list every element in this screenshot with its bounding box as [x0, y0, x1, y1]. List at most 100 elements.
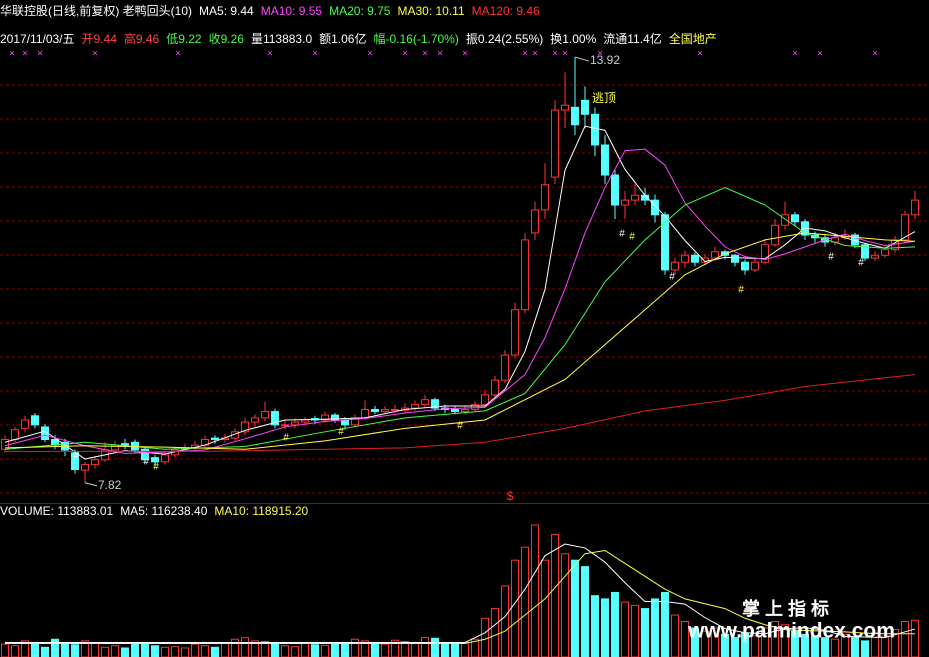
- candle-body: [561, 104, 569, 111]
- volume-bar: [431, 637, 439, 657]
- volume-bar: [861, 640, 869, 657]
- candle-body: [661, 214, 669, 271]
- candle-body: [901, 214, 909, 241]
- candle-body: [531, 209, 539, 234]
- buy-mark: #: [143, 457, 149, 468]
- volume-line: VOLUME: 113883.01 MA5: 116238.40 MA10: 118…: [0, 504, 309, 518]
- title-item: MA30: 10.11: [397, 4, 464, 18]
- volume-bar: [571, 559, 579, 657]
- candle-body: [141, 448, 149, 461]
- buy-mark: #: [619, 229, 625, 240]
- sell-mark: ×: [9, 49, 15, 60]
- candle-body: [451, 408, 459, 413]
- candle-body: [491, 379, 499, 396]
- volume-ma-line: [5, 543, 916, 643]
- sell-mark: ×: [697, 49, 703, 60]
- candle-body: [581, 99, 589, 115]
- ma-line: [4, 232, 916, 450]
- volume-bar: [451, 643, 459, 657]
- candle-body: [521, 239, 529, 311]
- candle-body: [271, 411, 279, 426]
- volume-bar: [361, 640, 369, 657]
- title-item: MA20: 9.75: [329, 4, 391, 18]
- volume-bar: [521, 546, 529, 657]
- sell-mark: ×: [37, 49, 43, 60]
- candle-body: [651, 199, 659, 216]
- info-item: 额1.06亿: [319, 31, 366, 46]
- candle-body: [671, 261, 679, 271]
- volume-bar: [471, 638, 479, 657]
- volume-bar: [771, 621, 779, 657]
- title-item: 华联控股(日线,前复权) 老鸭回头(10): [0, 3, 192, 18]
- volume-bar: [491, 608, 499, 657]
- volume-bar: [241, 637, 249, 657]
- volume-bar: [91, 642, 99, 657]
- volume-bar: [11, 645, 19, 657]
- candle-body: [161, 454, 169, 463]
- candle-body: [361, 408, 369, 419]
- volume-bar: [51, 638, 59, 657]
- volume-bar: [371, 641, 379, 657]
- candle-body: [861, 244, 869, 259]
- info-item: 开9.44: [82, 32, 118, 46]
- volume-bar: [301, 641, 309, 657]
- sell-mark: ×: [175, 49, 181, 60]
- info-item: 收9.26: [209, 32, 245, 46]
- volume-bar: [671, 614, 679, 657]
- candle-body: [301, 419, 309, 423]
- sell-mark: ×: [522, 49, 528, 60]
- info-item: 振0.24(2.55%): [466, 32, 543, 46]
- candle-body: [541, 184, 549, 211]
- sell-mark: ×: [312, 49, 318, 60]
- volume-bar: [351, 638, 359, 657]
- ma-line: [5, 374, 916, 452]
- high-label: 13.92: [590, 53, 620, 67]
- volume-bar: [181, 647, 189, 657]
- candle-body: [461, 408, 469, 413]
- candle-body: [791, 214, 799, 223]
- high-leader: [574, 56, 590, 62]
- candle-body: [431, 399, 439, 409]
- candle-body: [261, 411, 269, 419]
- volume-bar: [191, 643, 199, 657]
- candle-body: [331, 414, 339, 421]
- candle-body: [751, 261, 759, 271]
- sell-mark: ×: [267, 49, 273, 60]
- info-item: 2017/11/03/五: [0, 32, 75, 46]
- volume-bar: [401, 641, 409, 657]
- volume-item: VOLUME: 113883.01: [0, 504, 114, 518]
- volume-bar: [841, 633, 849, 657]
- volume-bar: [781, 624, 789, 657]
- candle-body: [881, 249, 889, 256]
- candle-body: [611, 174, 619, 206]
- volume-bar: [251, 640, 259, 657]
- watermark-title: 掌 上 指 标: [742, 598, 829, 619]
- candle-body: [911, 199, 919, 216]
- volume-bar: [641, 608, 649, 657]
- volume-bar: [601, 598, 609, 657]
- candle-body: [591, 113, 599, 146]
- info-item: 全国地产: [669, 31, 717, 46]
- volume-item: MA5: 116238.40: [120, 504, 208, 518]
- candle-body: [81, 464, 89, 471]
- candle-body: [241, 421, 249, 433]
- candle-body: [551, 109, 559, 178]
- candle-body: [291, 421, 299, 426]
- volume-bar: [501, 585, 509, 657]
- info-item: 流通11.4亿: [603, 31, 661, 46]
- volume-bar: [531, 524, 539, 657]
- volume-bar: [21, 640, 29, 657]
- buy-mark: #: [828, 252, 834, 263]
- sell-mark: ×: [562, 49, 568, 60]
- volume-bar: [321, 644, 329, 657]
- volume-bar: [41, 646, 49, 657]
- volume-bar: [81, 640, 89, 657]
- sell-mark: ×: [92, 49, 98, 60]
- buy-mark: #: [73, 451, 79, 462]
- candle-body: [511, 309, 519, 356]
- info-item: 低9.22: [166, 32, 202, 46]
- candle-body: [321, 414, 329, 421]
- candle-body: [501, 354, 509, 381]
- volume-bar: [61, 643, 69, 657]
- ma-line: [4, 148, 916, 454]
